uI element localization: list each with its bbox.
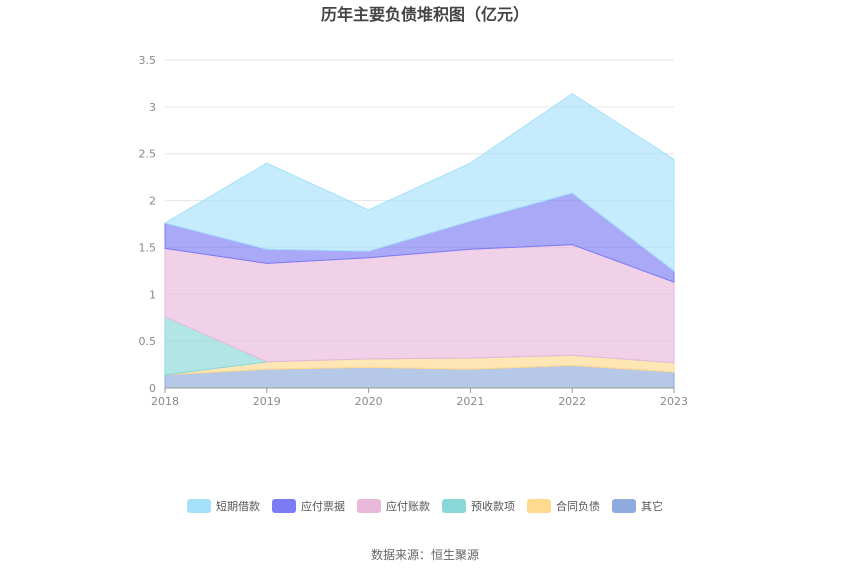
legend-swatch [357,499,381,513]
x-tick-label: 2022 [558,395,586,408]
y-tick-label: 2 [149,195,156,208]
x-tick-label: 2021 [456,395,484,408]
y-tick-label: 2.5 [139,148,157,161]
y-tick-label: 0.5 [139,335,157,348]
legend-label: 应付账款 [386,499,430,513]
legend-item[interactable]: 其它 [612,499,663,513]
area-series-3[interactable] [164,244,675,364]
legend-item[interactable]: 预收款项 [442,499,515,513]
legend-swatch [612,499,636,513]
x-tick-label: 2023 [660,395,688,408]
x-tick-label: 2018 [151,395,179,408]
legend-swatch [527,499,551,513]
y-tick-label: 3 [149,101,156,114]
y-tick-label: 3.5 [139,54,157,67]
legend-item[interactable]: 应付票据 [272,499,345,513]
x-tick-label: 2019 [253,395,281,408]
legend-swatch [272,499,296,513]
y-tick-label: 0 [149,382,156,395]
legend-label: 预收款项 [471,499,515,513]
legend-item[interactable]: 合同负债 [527,499,600,513]
legend: 短期借款 应付票据 应付账款 预收款项 合同负债 其它 [187,499,663,513]
legend-label: 合同负债 [556,499,600,513]
axes: 0 0.5 1 1.5 2 2.5 3 3.5 2018 2019 2020 2021 2022 2023 [139,54,689,408]
legend-label: 短期借款 [216,499,260,513]
area-series-layer [163,93,675,389]
x-tick-label: 2020 [355,395,383,408]
legend-item[interactable]: 应付账款 [357,499,430,513]
chart-title: 历年主要负债堆积图（亿元） [321,5,529,24]
data-source: 数据来源：恒生聚源 [371,547,479,562]
y-tick-label: 1 [149,288,156,301]
legend-label: 应付票据 [301,499,345,513]
legend-swatch [442,499,466,513]
legend-swatch [187,499,211,513]
legend-label: 其它 [641,499,663,513]
area-series-5[interactable] [163,93,675,272]
legend-item[interactable]: 短期借款 [187,499,260,513]
y-tick-label: 1.5 [139,241,157,254]
